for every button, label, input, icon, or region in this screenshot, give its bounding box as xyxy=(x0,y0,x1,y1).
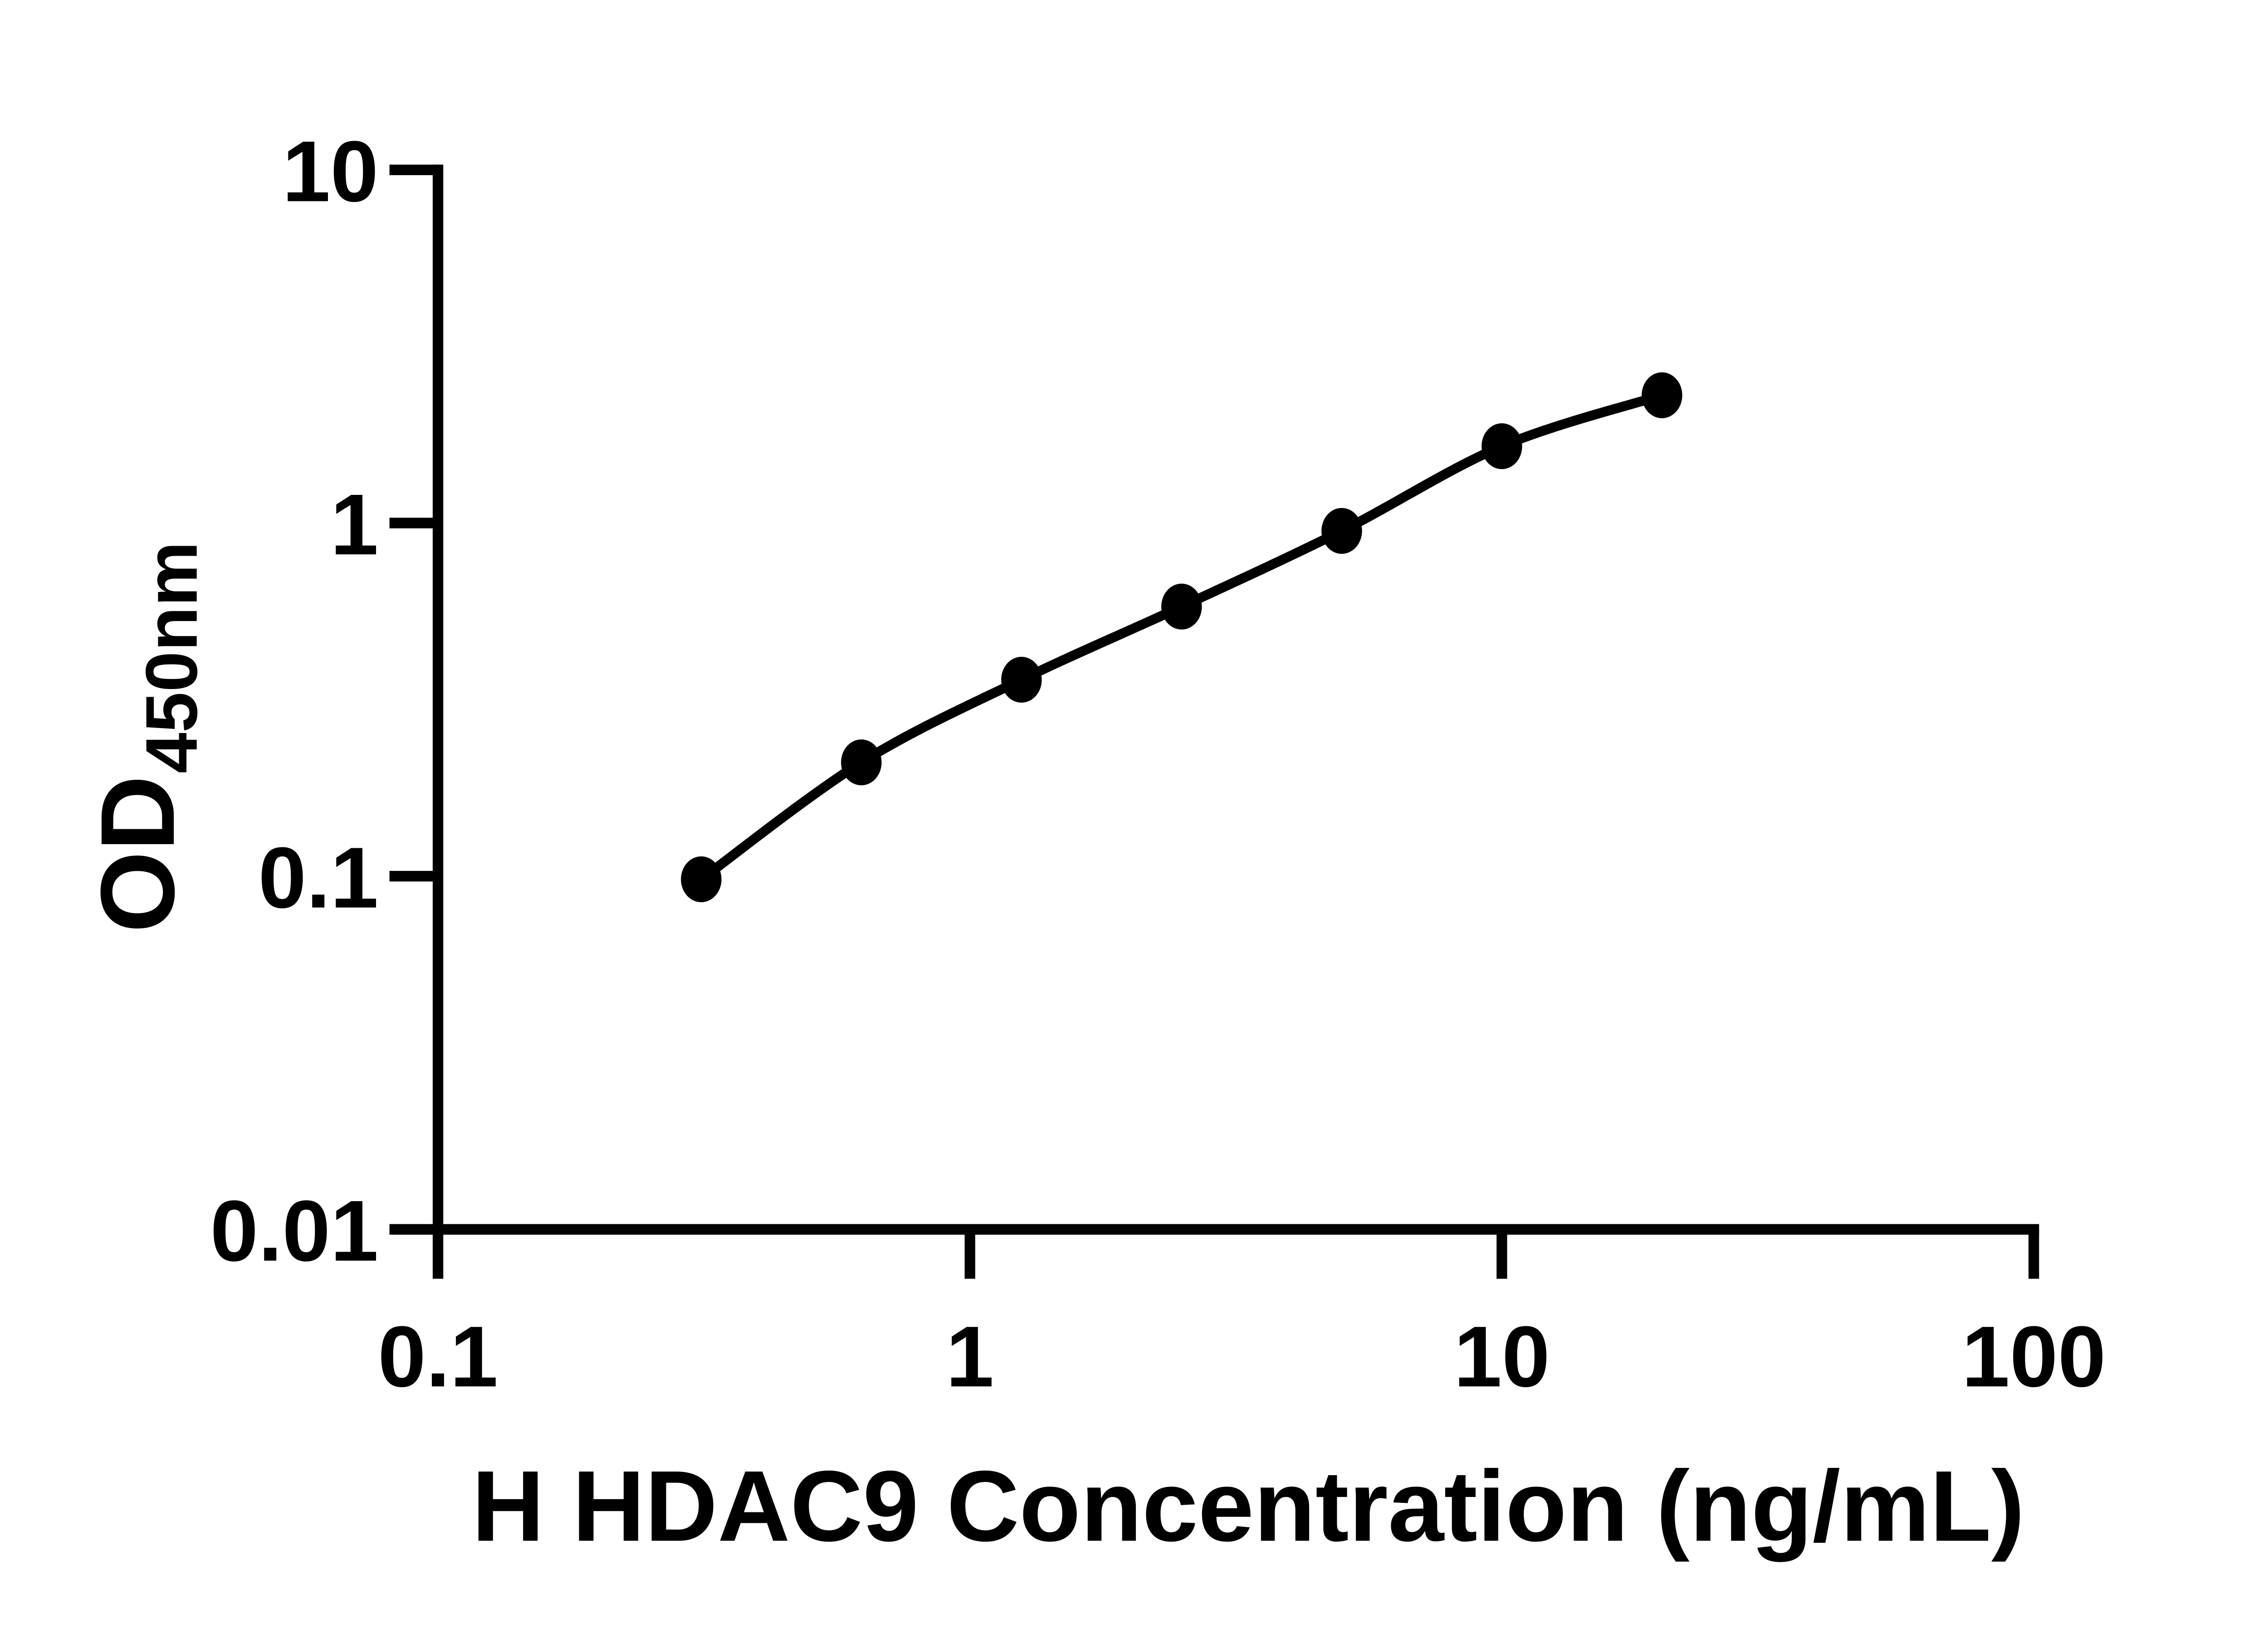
data-point xyxy=(681,856,722,903)
fit-line xyxy=(696,390,1667,885)
data-points xyxy=(681,372,1682,903)
x-tick-label: 0.1 xyxy=(378,1308,498,1405)
x-axis-title: H HDAC9 Concentration (ng/mL) xyxy=(472,1450,2025,1562)
x-tick-label: 1 xyxy=(946,1308,994,1405)
y-axis-title-main: OD xyxy=(79,775,196,933)
y-axis: 10 1 0.1 0.01 xyxy=(210,123,444,1279)
x-axis: 0.1 1 10 100 xyxy=(378,1224,2106,1405)
data-point xyxy=(841,739,882,786)
data-point xyxy=(1642,372,1682,418)
x-tick-label: 10 xyxy=(1454,1308,1550,1405)
y-tick-label: 0.1 xyxy=(258,830,378,926)
data-point xyxy=(1001,656,1042,703)
y-tick-label: 10 xyxy=(282,123,378,220)
data-point xyxy=(1321,508,1362,554)
data-point xyxy=(1161,583,1202,630)
y-axis-title-subscript: 450nm xyxy=(131,542,213,773)
x-tick-label: 100 xyxy=(1962,1308,2106,1405)
y-tick-label: 1 xyxy=(330,476,378,573)
y-ticks: 10 1 0.1 0.01 xyxy=(210,123,438,1279)
data-point xyxy=(1481,423,1522,469)
x-ticks: 0.1 1 10 100 xyxy=(378,1229,2106,1405)
y-axis-title: OD 450nm xyxy=(79,542,213,933)
y-tick-label: 0.01 xyxy=(210,1183,378,1279)
